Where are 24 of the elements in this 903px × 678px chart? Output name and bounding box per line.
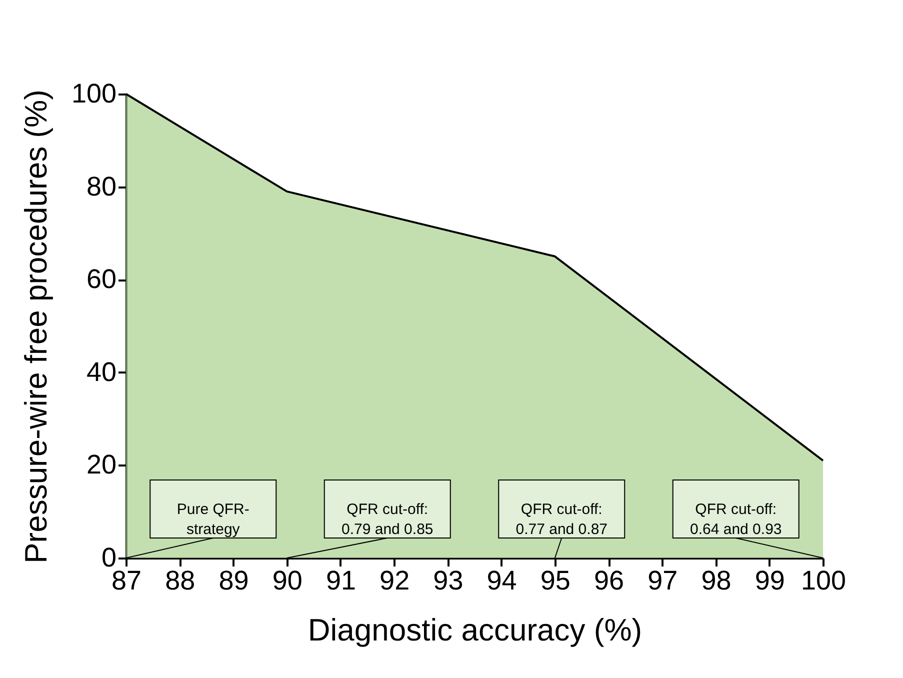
x-tick-label: 95: [540, 566, 570, 596]
x-tick-label: 94: [486, 566, 517, 596]
y-tick-label: 20: [86, 450, 116, 480]
annotation: QFR cut-off: 0.77 and 0.87: [516, 501, 608, 538]
annotation: QFR cut-off: 0.79 and 0.85: [341, 501, 434, 538]
y-tick-label: 100: [71, 78, 116, 108]
x-tick-label: 99: [754, 566, 785, 596]
x-tick-label: 89: [218, 566, 249, 596]
x-tick-label: 98: [701, 566, 732, 596]
y-tick-label: 40: [86, 356, 116, 387]
x-tick-label: 100: [800, 566, 846, 596]
x-tick-label: 92: [380, 566, 410, 596]
x-tick-label: 90: [272, 566, 302, 596]
x-tick-label: 93: [433, 566, 464, 596]
x-tick-label: 91: [326, 566, 356, 596]
y-tick-label: 80: [86, 171, 116, 202]
x-tick-label: 96: [594, 566, 624, 596]
annotation: Pure QFR- strategy: [176, 501, 250, 538]
y-tick-label: 60: [86, 264, 116, 294]
annotation: QFR cut-off: 0.64 and 0.93: [690, 501, 782, 538]
y-axis-title: Pressure-wire free procedures (%): [18, 90, 54, 564]
x-axis-title: Diagnostic accuracy (%): [308, 612, 642, 648]
x-tick-label: 88: [165, 566, 196, 596]
x-tick-label: 97: [648, 566, 678, 596]
